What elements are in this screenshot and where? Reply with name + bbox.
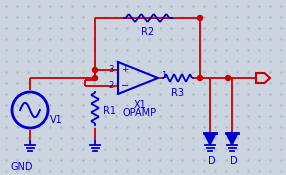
Circle shape: [225, 75, 231, 80]
Text: +: +: [121, 65, 129, 75]
Circle shape: [198, 75, 202, 80]
Polygon shape: [204, 133, 216, 145]
Circle shape: [198, 16, 202, 20]
Text: D: D: [230, 156, 238, 166]
Circle shape: [92, 75, 98, 80]
Text: R2: R2: [141, 27, 154, 37]
Circle shape: [92, 68, 98, 72]
Polygon shape: [226, 133, 238, 145]
Text: 2: 2: [109, 82, 114, 90]
Text: 1: 1: [161, 71, 166, 79]
Text: X1: X1: [134, 100, 146, 110]
Text: 3: 3: [109, 65, 114, 75]
Text: V1: V1: [50, 115, 63, 125]
Text: R1: R1: [103, 106, 116, 116]
Text: OPAMP: OPAMP: [123, 108, 157, 118]
Text: R3: R3: [172, 88, 184, 98]
Text: −: −: [121, 81, 129, 91]
Text: GND: GND: [11, 162, 33, 172]
Text: D: D: [208, 156, 216, 166]
